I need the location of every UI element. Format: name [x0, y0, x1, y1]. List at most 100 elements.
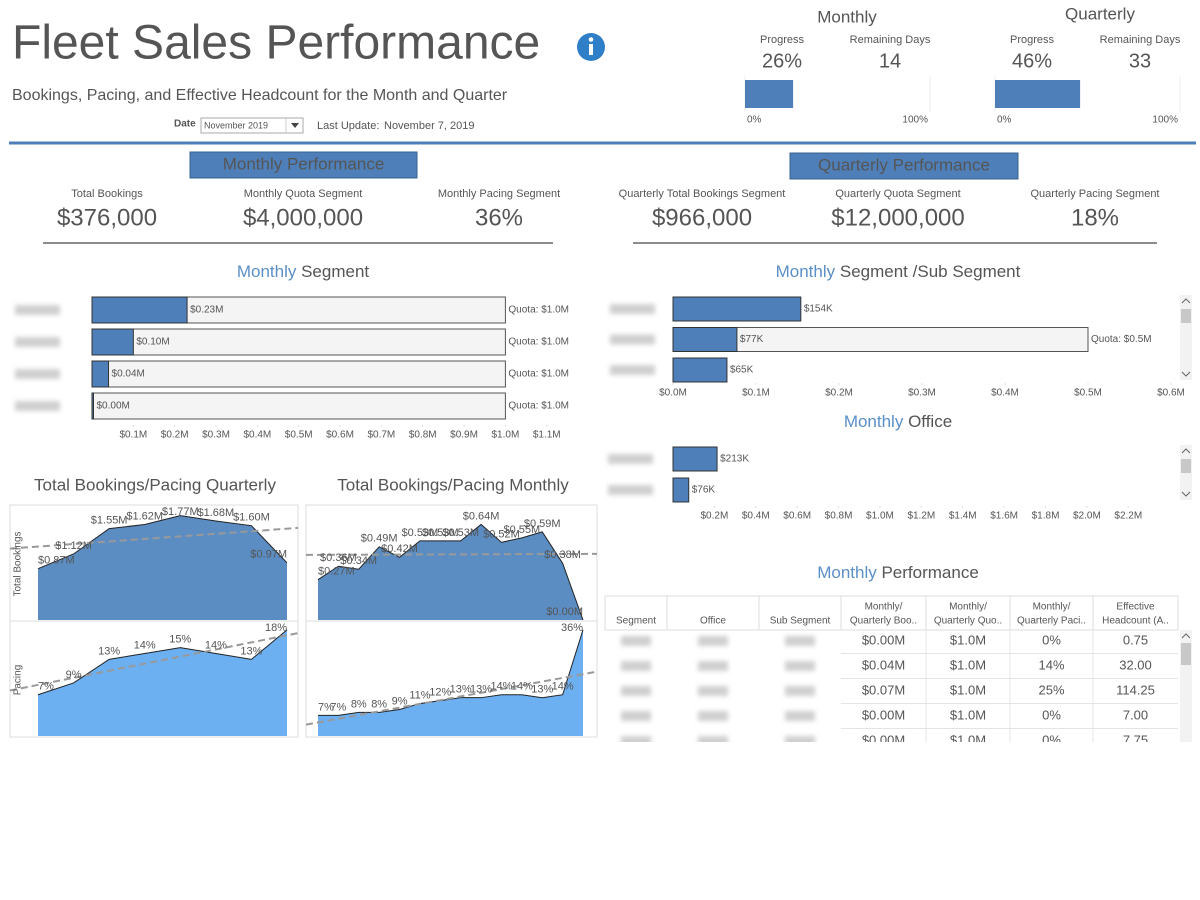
table-cell: 14%: [1038, 657, 1064, 672]
y-axis-label: Pacing: [13, 665, 24, 696]
x-tick-label: $0.0M: [659, 388, 687, 399]
data-label: $0.97M: [250, 549, 287, 561]
x-tick-label: $0.5M: [285, 430, 313, 441]
kpi-label: Total Bookings: [71, 188, 143, 200]
blurred-label: [785, 686, 815, 696]
scrollbar: [1180, 295, 1192, 380]
x-tick-label: 0%: [747, 115, 762, 126]
x-tick-label: $0.2M: [161, 430, 189, 441]
data-label: $0.55M: [503, 524, 540, 536]
table-cell: 0%: [1042, 732, 1061, 747]
column-header: Monthly/: [1033, 602, 1071, 613]
date-value: November 2019: [204, 120, 268, 130]
bar: [91, 296, 188, 324]
kpi-value: $12,000,000: [831, 204, 964, 231]
blurred-label: [610, 365, 655, 375]
data-label: 14%: [552, 681, 574, 693]
progress-label: Progress: [760, 34, 805, 46]
area-outline: [37, 629, 288, 696]
y-axis-label: Total Bookings: [13, 531, 24, 596]
data-label: $0.34M: [340, 555, 377, 567]
table-cell: $1.0M: [950, 732, 986, 747]
data-label: $0.27M: [318, 566, 355, 578]
data-label: 15%: [169, 633, 191, 645]
progress-value: 26%: [762, 50, 802, 72]
data-label: 36%: [561, 622, 583, 634]
data-label: $1.62M: [126, 510, 163, 522]
kpi-label: Quarterly Pacing Segment: [1030, 188, 1159, 200]
data-label: $1.68M: [198, 507, 235, 519]
x-tick-label: $1.8M: [1032, 511, 1060, 522]
quota-label: Quota: $0.5M: [1091, 334, 1152, 345]
data-label: 14%: [490, 681, 512, 693]
area: [318, 524, 583, 620]
scroll-up: [1181, 298, 1191, 304]
data-label: $0.36M: [320, 552, 357, 564]
data-label: $0.53M: [422, 527, 459, 539]
data-label: 12%: [429, 687, 451, 699]
title-rest: Performance: [877, 563, 979, 582]
data-label: 13%: [240, 645, 262, 657]
column-header: Quarterly Paci..: [1017, 616, 1086, 627]
blurred-label: [610, 334, 655, 345]
bar: [91, 328, 134, 356]
value-label: $154K: [804, 304, 833, 315]
value-label: $0.10M: [136, 337, 169, 348]
quota-track: [91, 392, 506, 420]
data-label: $0.53M: [402, 527, 439, 539]
quota-label: Quota: $1.0M: [508, 369, 569, 380]
progress-bar: [995, 80, 1081, 108]
data-label: 9%: [66, 669, 82, 681]
data-label: $0.87M: [38, 555, 75, 567]
x-tick-label: $1.0M: [866, 511, 894, 522]
kpi-value: 18%: [1071, 204, 1119, 231]
section-title: Monthly Office: [844, 412, 952, 431]
blurred-label: [698, 736, 728, 742]
data-label: 11%: [409, 689, 430, 701]
data-label: $0.49M: [361, 533, 398, 545]
table-cell: 0%: [1042, 707, 1061, 722]
kpi-label: Monthly Pacing Segment: [438, 188, 560, 200]
scroll-up: [1181, 633, 1191, 639]
data-label: $1.77M: [162, 506, 199, 518]
data-label: 13%: [98, 645, 120, 657]
x-tick-label: $0.4M: [742, 511, 770, 522]
bar: [91, 392, 94, 420]
progress-label: Progress: [1010, 34, 1055, 46]
progress-title: Monthly: [817, 7, 877, 26]
title-highlight: Monthly: [237, 262, 297, 281]
table-cell: $1.0M: [950, 682, 986, 697]
area: [38, 515, 287, 620]
area: [318, 629, 583, 736]
section-title: Monthly Segment: [237, 262, 370, 281]
value-label: $0.04M: [112, 369, 145, 380]
data-label: $1.60M: [233, 512, 270, 524]
data-label: $0.00M: [546, 606, 583, 618]
table-cell: $0.07M: [862, 682, 905, 697]
x-tick-label: $0.7M: [367, 430, 395, 441]
date-dropdown[interactable]: [200, 117, 304, 134]
section-title: Monthly Performance: [817, 563, 979, 582]
x-tick-label: 0%: [997, 115, 1012, 126]
x-tick-label: $1.1M: [533, 430, 561, 441]
data-label: 13%: [470, 684, 492, 696]
column-header: Monthly/: [949, 602, 987, 613]
title: Fleet Sales Performance: [12, 17, 540, 70]
table-cell: $0.00M: [862, 732, 905, 747]
remaining-label: Remaining Days: [850, 34, 931, 46]
quota-label: Quota: $1.0M: [508, 305, 569, 316]
data-label: $0.42M: [381, 543, 418, 555]
blurred-label: [15, 369, 60, 379]
bar: [91, 360, 110, 388]
subtitle: Bookings, Pacing, and Effective Headcoun…: [12, 87, 508, 104]
remaining-value: 14: [879, 50, 901, 72]
blurred-label: [15, 337, 60, 347]
x-tick-label: $1.6M: [990, 511, 1018, 522]
info-icon[interactable]: [577, 33, 605, 61]
table-cell: $1.0M: [950, 632, 986, 647]
table-cell: $0.04M: [862, 657, 905, 672]
kpi-value: 36%: [475, 204, 523, 231]
title-highlight: Monthly: [776, 262, 836, 281]
